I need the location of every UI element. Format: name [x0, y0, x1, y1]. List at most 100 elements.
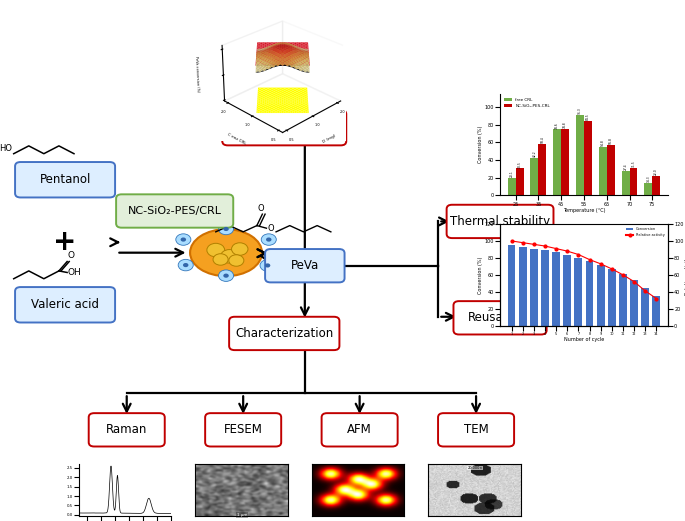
Text: HO: HO: [0, 144, 12, 153]
Text: 14.3: 14.3: [646, 175, 650, 182]
Bar: [652, 296, 660, 326]
Circle shape: [183, 263, 188, 267]
Text: Taguchi Optimization: Taguchi Optimization: [222, 121, 347, 134]
FancyBboxPatch shape: [322, 413, 397, 446]
Bar: [508, 178, 516, 195]
Text: 27.4: 27.4: [623, 164, 627, 170]
Bar: [641, 289, 649, 326]
Text: Thermal stability: Thermal stability: [450, 215, 550, 228]
FancyBboxPatch shape: [116, 194, 233, 228]
Text: TEM: TEM: [464, 424, 488, 436]
Text: 91.3: 91.3: [578, 107, 582, 114]
Circle shape: [213, 254, 228, 265]
FancyBboxPatch shape: [15, 287, 115, 322]
Bar: [599, 147, 607, 195]
Text: 56.8: 56.8: [609, 138, 612, 144]
Text: Characterization: Characterization: [235, 327, 334, 340]
Circle shape: [178, 259, 193, 271]
FancyBboxPatch shape: [206, 413, 281, 446]
Bar: [645, 183, 652, 195]
Bar: [538, 144, 547, 195]
Bar: [607, 145, 614, 195]
FancyBboxPatch shape: [265, 249, 345, 282]
Bar: [508, 245, 516, 326]
Text: FESEM: FESEM: [224, 424, 262, 436]
FancyBboxPatch shape: [15, 162, 115, 197]
Text: 42.2: 42.2: [532, 151, 536, 157]
Text: 84.5: 84.5: [586, 113, 590, 120]
X-axis label: Number of cycle: Number of cycle: [564, 337, 604, 342]
Text: Pentanol: Pentanol: [40, 173, 90, 186]
Bar: [584, 121, 592, 195]
Y-axis label: Conversion (%): Conversion (%): [478, 126, 483, 163]
Circle shape: [261, 234, 276, 245]
Text: OH: OH: [68, 268, 82, 277]
Text: +: +: [53, 228, 77, 256]
Bar: [519, 247, 527, 326]
Bar: [553, 130, 561, 195]
Text: 20.000×: 20.000×: [467, 466, 482, 470]
Circle shape: [181, 238, 186, 242]
Y-axis label: C enz CRL: C enz CRL: [226, 132, 246, 146]
Bar: [561, 129, 569, 195]
Circle shape: [260, 260, 275, 271]
Bar: [608, 269, 616, 326]
Y-axis label: Conversion (%): Conversion (%): [478, 256, 483, 293]
Circle shape: [176, 234, 191, 245]
Circle shape: [265, 264, 271, 268]
Bar: [575, 258, 582, 326]
X-axis label: D (mg): D (mg): [322, 134, 336, 144]
Text: 1 µm: 1 µm: [237, 513, 247, 517]
Text: O: O: [268, 224, 275, 233]
Bar: [530, 158, 538, 195]
FancyBboxPatch shape: [88, 413, 164, 446]
FancyBboxPatch shape: [222, 110, 346, 145]
Legend: free CRL, NC-SiO₂-PES-CRL: free CRL, NC-SiO₂-PES-CRL: [502, 96, 552, 109]
Text: 74.8: 74.8: [563, 122, 567, 128]
Text: Raman: Raman: [106, 424, 147, 436]
Ellipse shape: [190, 229, 262, 276]
Bar: [630, 280, 638, 326]
Bar: [576, 115, 584, 195]
FancyBboxPatch shape: [438, 413, 514, 446]
Text: 54.8: 54.8: [601, 139, 605, 146]
Circle shape: [223, 274, 229, 278]
Bar: [619, 274, 627, 326]
Text: PeVa: PeVa: [290, 259, 319, 272]
Text: Reusability: Reusability: [467, 312, 533, 324]
Legend: Conversion, Relative activity: Conversion, Relative activity: [625, 226, 666, 238]
Circle shape: [221, 250, 238, 263]
Circle shape: [223, 227, 229, 231]
FancyBboxPatch shape: [447, 205, 553, 238]
Bar: [586, 262, 593, 326]
Bar: [516, 168, 523, 195]
Bar: [597, 265, 605, 326]
Text: 22.0: 22.0: [654, 168, 658, 175]
Text: AFM: AFM: [347, 424, 372, 436]
Text: O: O: [68, 252, 75, 260]
FancyBboxPatch shape: [229, 317, 339, 350]
Text: 74.6: 74.6: [556, 122, 559, 129]
Circle shape: [266, 238, 271, 242]
Circle shape: [229, 255, 244, 266]
FancyBboxPatch shape: [453, 301, 547, 334]
Bar: [541, 250, 549, 326]
Text: 58.4: 58.4: [540, 136, 545, 143]
Text: NC-SiO₂-PES/CRL: NC-SiO₂-PES/CRL: [127, 206, 222, 216]
Bar: [652, 176, 660, 195]
Bar: [563, 254, 571, 326]
Text: 30.5: 30.5: [518, 160, 522, 168]
Text: 31.5: 31.5: [632, 160, 636, 167]
Circle shape: [219, 270, 234, 281]
Circle shape: [232, 243, 248, 255]
Circle shape: [219, 223, 234, 234]
Circle shape: [207, 243, 225, 257]
X-axis label: Temperature (°C): Temperature (°C): [562, 208, 606, 213]
Text: 20.1: 20.1: [510, 170, 514, 177]
Text: O: O: [258, 204, 264, 213]
Bar: [621, 171, 630, 195]
Bar: [530, 249, 538, 326]
Text: Valeric acid: Valeric acid: [31, 299, 99, 311]
Bar: [630, 168, 638, 195]
Bar: [552, 252, 560, 326]
